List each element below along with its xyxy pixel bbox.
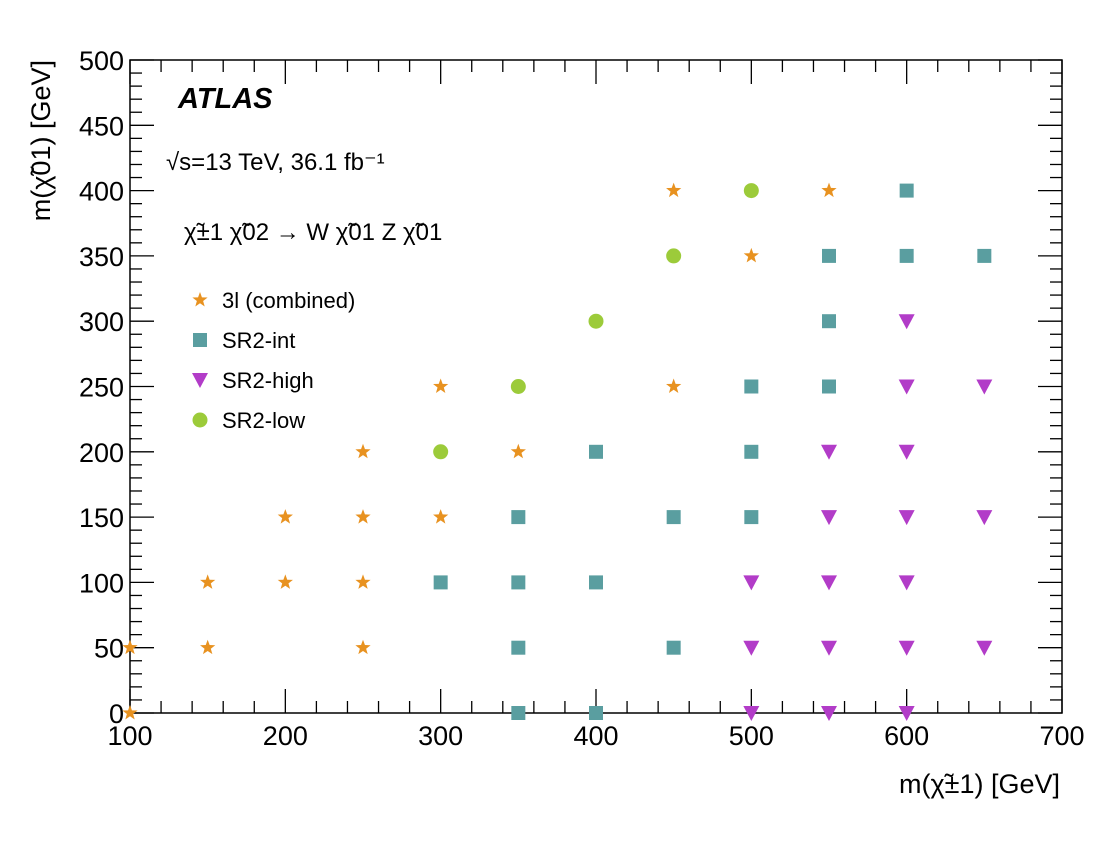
legend-label: 3l (combined) [222,288,355,313]
data-point-triangle-down [898,379,915,395]
data-point-square [899,183,914,198]
legend-marker-triangle-down [192,373,208,388]
data-point-star [200,574,216,589]
atlas-label: ATLAS [177,83,273,115]
data-point-triangle-down [976,510,993,526]
data-point-star [277,574,293,589]
data-points [122,182,993,721]
data-point-square [589,575,603,590]
data-point-star [200,639,216,655]
data-point-triangle-down [821,575,837,591]
data-point-circle [743,183,759,199]
data-point-triangle-down [743,706,760,721]
process-label: χ̃±1 χ̃02 → W χ̃01 Z χ̃01 [184,219,442,246]
data-point-triangle-down [743,640,760,656]
data-point-square [433,575,448,590]
y-tick-label: 200 [79,438,124,468]
data-point-triangle-down [743,575,760,591]
data-point-triangle-down [976,640,993,656]
data-point-triangle-down [898,706,915,721]
data-point-square [744,510,759,525]
data-point-triangle-down [821,706,837,721]
data-point-star [355,509,371,524]
legend-marker-circle [192,412,208,428]
data-point-star [666,378,682,393]
data-point-triangle-down [898,314,915,330]
data-point-triangle-down [898,510,915,526]
y-tick-label: 400 [79,177,124,207]
y-tick-label: 50 [94,634,124,664]
y-tick-label: 100 [79,568,124,598]
y-tick-label: 350 [79,242,124,272]
y-tick-label: 150 [79,503,124,533]
x-tick-label: 300 [418,721,463,751]
data-point-square [511,640,526,655]
legend: 3l (combined) SR2-int SR2-high SR2-low [192,288,355,433]
legend-marker-star [192,292,208,307]
data-point-square [744,379,759,394]
data-point-star [821,182,837,198]
data-point-square [589,444,603,459]
data-point-square [822,314,836,329]
y-tick-labels: 0 50 100 150 200 250 300 350 400 450 500 [79,46,124,729]
data-point-square [589,706,603,720]
x-axis-title: m(χ̃±1) [GeV] [899,769,1060,799]
data-point-triangle-down [821,444,837,460]
data-point-square [822,248,836,263]
data-point-circle [433,444,449,460]
data-point-square [666,510,681,525]
y-tick-label: 250 [79,373,124,403]
data-point-star [666,182,682,198]
y-tick-label: 300 [79,307,124,337]
data-point-star [510,443,526,459]
data-point-star [355,639,371,655]
x-tick-label: 100 [107,721,152,751]
y-tick-label: 450 [79,111,124,141]
data-point-triangle-down [898,640,915,656]
data-point-circle [510,379,526,394]
x-tick-labels: 100 200 300 400 500 600 700 [107,721,1084,751]
data-point-square [511,510,526,525]
data-point-circle [588,313,604,329]
data-point-triangle-down [898,575,915,591]
data-point-square [977,248,992,263]
data-point-square [511,706,526,720]
y-tick-label: 0 [109,699,124,729]
data-point-square [666,640,681,655]
data-point-triangle-down [898,444,915,460]
data-point-star [433,509,449,524]
x-tick-label: 500 [729,721,774,751]
legend-marker-square [193,333,207,347]
data-point-star [433,378,449,393]
data-point-triangle-down [821,640,837,656]
x-tick-label: 600 [884,721,929,751]
data-point-triangle-down [976,379,993,395]
data-point-star [122,705,138,720]
data-point-triangle-down [821,510,837,526]
legend-label: SR2-high [222,368,314,393]
data-point-square [511,575,526,590]
data-point-star [122,639,138,655]
y-axis-title: m(χ̃01) [GeV] [26,60,56,221]
data-point-star [743,247,759,263]
data-point-star [355,574,371,589]
legend-label: SR2-low [222,408,305,433]
legend-label: SR2-int [222,328,295,353]
data-point-star [355,443,371,459]
data-point-circle [666,248,682,264]
x-tick-label: 400 [573,721,618,751]
energy-lumi-label: √s=13 TeV, 36.1 fb⁻¹ [166,149,385,176]
y-tick-label: 500 [79,46,124,76]
x-tick-label: 200 [263,721,308,751]
data-point-square [744,444,759,459]
data-point-star [277,509,293,524]
data-point-square [822,379,836,394]
data-point-square [899,248,914,263]
axis-ticks [129,59,1063,714]
x-tick-label: 700 [1039,721,1084,751]
